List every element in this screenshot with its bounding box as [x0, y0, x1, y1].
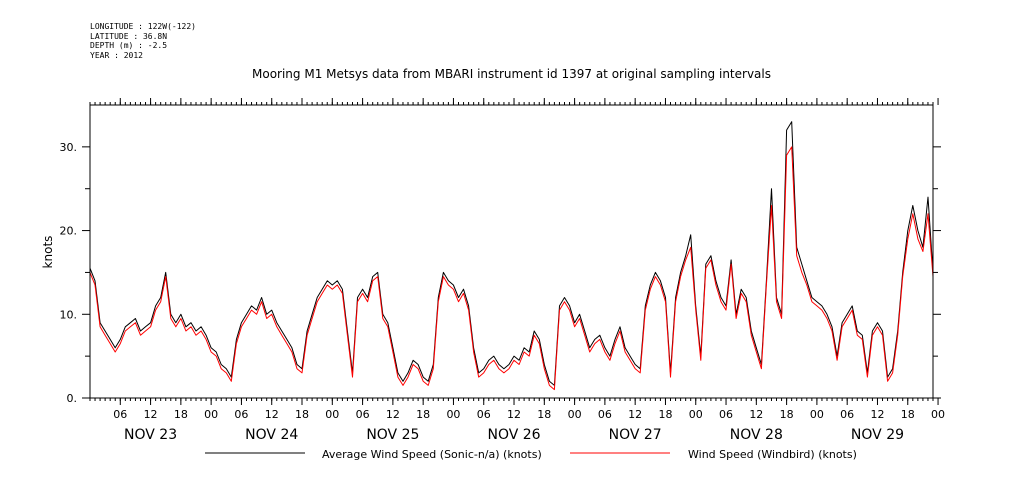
- x-tick-label: 12: [386, 408, 400, 421]
- axis-ticks: 06 12 18 00 06 12 18 00 06 12 18 00 06 12 18 00 06 12 18 00…: [60, 98, 945, 443]
- x-tick-label: 00: [689, 408, 703, 421]
- y-tick-label: 30.: [60, 141, 78, 154]
- x-tick-label: 06: [719, 408, 733, 421]
- x-tick-label: 00: [446, 408, 460, 421]
- x-tick-label: 06: [840, 408, 854, 421]
- plot-frame: [89, 104, 934, 399]
- x-tick-label: 12: [265, 408, 279, 421]
- x-tick-label: 12: [749, 408, 763, 421]
- x-tick-label: 06: [477, 408, 491, 421]
- x-day-label: NOV 25: [366, 427, 419, 443]
- x-day-label: NOV 23: [124, 427, 177, 443]
- x-tick-label: 06: [234, 408, 248, 421]
- x-tick-label: 18: [295, 408, 309, 421]
- y-tick-label: 20.: [60, 225, 78, 238]
- longitude-label: LONGITUDE : 122W(-122): [90, 22, 196, 31]
- series-layer: [89, 121, 934, 391]
- x-tick-label: 18: [416, 408, 430, 421]
- y-tick-label: 0.: [67, 392, 78, 405]
- x-tick-label: 12: [144, 408, 158, 421]
- x-tick-label: 00: [931, 408, 945, 421]
- x-tick-label: 06: [356, 408, 370, 421]
- x-day-label: NOV 28: [730, 427, 783, 443]
- x-day-label: NOV 27: [609, 427, 662, 443]
- x-tick-label: 00: [568, 408, 582, 421]
- x-tick-label: 18: [174, 408, 188, 421]
- x-tick-label: 00: [810, 408, 824, 421]
- y-tick-label: 10.: [60, 308, 78, 321]
- legend-label-average: Average Wind Speed (Sonic-n/a) (knots): [322, 448, 542, 461]
- y-axis-label: knots: [41, 236, 55, 269]
- legend-label-windbird: Wind Speed (Windbird) (knots): [688, 448, 857, 461]
- legend: Average Wind Speed (Sonic-n/a) (knots) W…: [205, 448, 857, 461]
- x-tick-label: 00: [204, 408, 218, 421]
- x-tick-label: 06: [598, 408, 612, 421]
- series-line-average-wind-speed: [89, 121, 934, 386]
- depth-label: DEPTH (m) : -2.5: [90, 41, 168, 50]
- series-line-windbird-wind-speed: [89, 146, 934, 391]
- x-tick-label: 12: [870, 408, 884, 421]
- x-tick-label: 18: [780, 408, 794, 421]
- chart-title: Mooring M1 Metsys data from MBARI instru…: [252, 67, 771, 81]
- x-tick-label: 18: [901, 408, 915, 421]
- x-tick-label: 06: [113, 408, 127, 421]
- x-tick-label: 18: [658, 408, 672, 421]
- x-tick-label: 12: [507, 408, 521, 421]
- metadata-block: LONGITUDE : 122W(-122) LATITUDE : 36.8N …: [90, 22, 196, 60]
- x-day-label: NOV 26: [487, 427, 540, 443]
- x-day-label: NOV 29: [851, 427, 904, 443]
- latitude-label: LATITUDE : 36.8N: [90, 31, 168, 41]
- x-tick-label: 00: [325, 408, 339, 421]
- year-label: YEAR : 2012: [90, 50, 143, 60]
- x-day-label: NOV 24: [245, 427, 298, 443]
- x-tick-label: 12: [628, 408, 642, 421]
- x-tick-label: 18: [537, 408, 551, 421]
